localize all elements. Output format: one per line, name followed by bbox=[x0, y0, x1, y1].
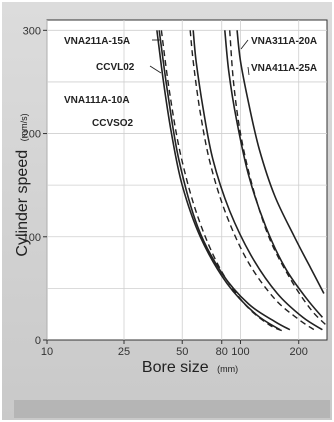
x-tick-label: 50 bbox=[176, 346, 188, 358]
label-leaders bbox=[149, 39, 250, 76]
series-label: VNA311A-20A bbox=[251, 36, 317, 47]
svg-text:Bore size (mm): Bore size (mm) bbox=[142, 359, 238, 376]
series-label: VNA211A-15A bbox=[64, 36, 130, 47]
x-tick-label: 80 bbox=[216, 346, 228, 358]
series-line bbox=[229, 30, 327, 325]
y-tick-label: 0 bbox=[35, 335, 41, 347]
grid-layer bbox=[46, 20, 327, 340]
series-label: CCVL02 bbox=[96, 62, 135, 73]
x-axis-unit: (mm) bbox=[217, 364, 238, 374]
x-tick-label: 10 bbox=[41, 346, 53, 358]
x-tick-label: 200 bbox=[290, 346, 308, 358]
series-layer bbox=[156, 30, 327, 333]
chart-frame-shadow bbox=[14, 400, 330, 418]
series-labels: VNA211A-15A CCVL02 VNA111A-10A CCVSO2 VN… bbox=[64, 36, 317, 129]
series-line bbox=[192, 30, 323, 331]
series-line bbox=[160, 30, 286, 333]
leader-line bbox=[149, 65, 162, 74]
series-line bbox=[236, 30, 325, 294]
series-label: VNA411A-25A bbox=[251, 63, 317, 74]
y-tick-label: 200 bbox=[23, 129, 41, 141]
leader-line bbox=[240, 39, 249, 50]
series-line bbox=[189, 30, 315, 331]
series-label: VNA111A-10A bbox=[64, 95, 130, 106]
y-axis-title: Cylinder speed (mm/s) bbox=[14, 113, 31, 256]
x-axis-label: Bore size bbox=[142, 359, 209, 376]
y-tick-label: 300 bbox=[23, 25, 41, 37]
x-axis-title: Bore size (mm) bbox=[142, 359, 238, 376]
x-tick-label: 100 bbox=[231, 346, 249, 358]
series-line bbox=[158, 30, 291, 331]
y-tick-label: 100 bbox=[23, 232, 41, 244]
series-label: CCVSO2 bbox=[92, 118, 134, 129]
x-tick-label: 25 bbox=[118, 346, 130, 358]
y-axis-label: Cylinder speed bbox=[14, 150, 31, 257]
y-axis-unit: (mm/s) bbox=[19, 113, 29, 141]
leader-line bbox=[247, 66, 250, 76]
svg-text:Cylinder speed (mm/s): Cylinder speed (mm/s) bbox=[14, 113, 31, 256]
